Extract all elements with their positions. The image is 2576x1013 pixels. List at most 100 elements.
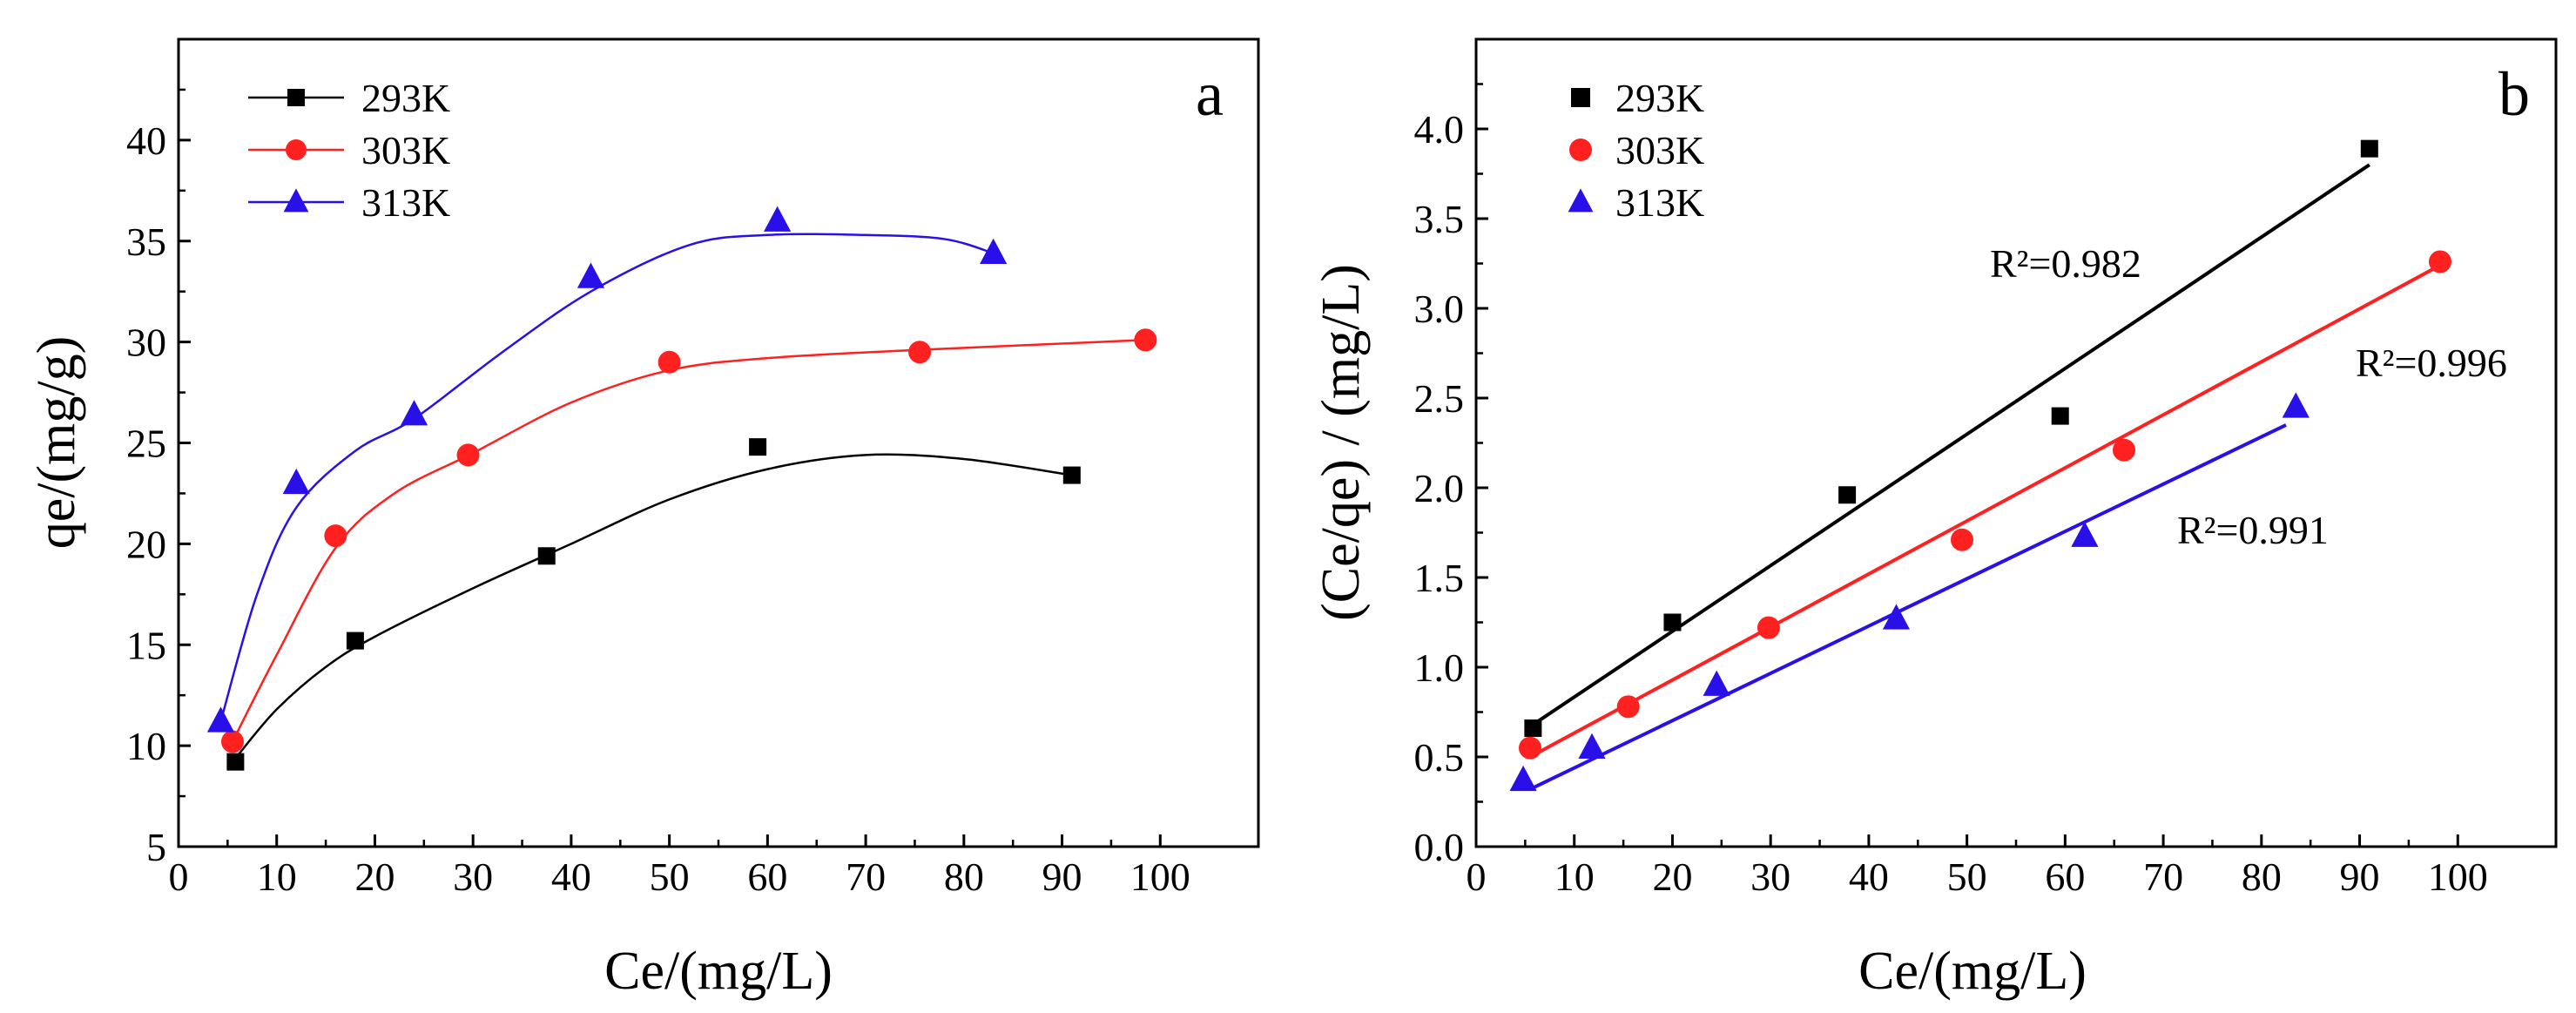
x-tick-label: 90: [2340, 854, 2380, 899]
x-tick-label: 60: [2045, 854, 2085, 899]
point-303k: [221, 730, 244, 753]
panel-b: 0 10 20 30 40 50 60 70 80 90 100 0.0 0.5 1.0 1.5 2.0 2.…: [1312, 37, 2558, 1001]
x-tick-label: 40: [551, 854, 591, 899]
panel-a-label: a: [1196, 59, 1224, 129]
r2-annotation-313k: R²=0.991: [2177, 508, 2329, 552]
x-tick-label: 20: [1652, 854, 1692, 899]
point-293k: [537, 547, 556, 565]
point-303k: [1951, 528, 1973, 551]
x-tick-label: 30: [1750, 854, 1790, 899]
point-293k: [1062, 466, 1081, 484]
legend-label-293k: 293K: [1615, 76, 1704, 120]
point-293k: [1838, 486, 1857, 504]
point-313k: [400, 400, 428, 426]
panel-b-y-axis-title: (Ce/qe) / (mg/L): [1312, 264, 1371, 621]
x-tick-label: 60: [747, 854, 787, 899]
x-tick-label: 10: [1554, 854, 1595, 899]
point-303k: [657, 350, 681, 374]
x-tick-label: 70: [846, 854, 886, 899]
legend-marker-313k: [283, 188, 309, 213]
point-293k: [1524, 719, 1542, 738]
point-313k: [1509, 765, 1537, 792]
point-303k: [1134, 328, 1157, 352]
point-313k: [2282, 392, 2310, 418]
panel-b-label: b: [2498, 59, 2530, 129]
y-tick-label: 20: [126, 522, 166, 566]
point-303k: [2428, 250, 2451, 274]
panel-a-x-axis-title: Ce/(mg/L): [604, 942, 833, 1001]
legend-marker-293k: [287, 89, 305, 106]
panel-b-data-points: [1509, 139, 2451, 792]
point-313k: [1703, 670, 1730, 696]
legend-marker-303k: [286, 139, 307, 160]
point-303k: [1519, 736, 1541, 760]
fit-303k: [1529, 263, 2441, 759]
y-tick-label: 15: [126, 623, 166, 667]
fit-293k: [1532, 163, 2370, 726]
y-tick-label: 3.0: [1414, 287, 1465, 331]
x-tick-label: 90: [1042, 854, 1082, 899]
y-tick-label: 3.5: [1414, 197, 1465, 241]
panel-a-fit-curves: [219, 233, 1146, 757]
x-tick-label: 70: [2143, 854, 2183, 899]
legend-label-303k: 303K: [1615, 128, 1704, 172]
x-tick-label: 80: [944, 854, 984, 899]
point-303k: [324, 524, 347, 548]
point-303k: [2113, 438, 2135, 462]
r2-annotation-293k: R²=0.982: [1990, 241, 2141, 286]
x-tick-label: 40: [1849, 854, 1889, 899]
panel-a-data-points: [206, 206, 1157, 771]
y-tick-label: 1.5: [1414, 556, 1465, 600]
r2-annotation-303k: R²=0.996: [2356, 341, 2507, 385]
y-tick-label: 5: [146, 825, 166, 869]
x-tick-label: 10: [257, 854, 297, 899]
point-293k: [2360, 139, 2378, 158]
y-tick-label: 40: [126, 118, 166, 163]
y-tick-label: 25: [126, 422, 166, 466]
panel-a-y-ticks: 5 10 15 20 25 30 35 40: [126, 88, 191, 869]
panel-a-x-ticks: 0 10 20 30 40 50 60 70 80 90 100: [169, 834, 1190, 899]
x-tick-label: 30: [453, 854, 493, 899]
point-293k: [749, 438, 767, 456]
point-303k: [1757, 616, 1780, 639]
point-313k: [1578, 733, 1606, 759]
legend-marker-303k: [1569, 138, 1592, 161]
point-313k: [764, 206, 792, 232]
fit-293k: [236, 453, 1073, 757]
x-tick-label: 0: [1467, 854, 1487, 899]
point-313k: [2071, 521, 2099, 547]
panel-b-fit-lines: [1529, 163, 2441, 791]
y-tick-label: 30: [126, 321, 166, 365]
point-313k: [1882, 604, 1911, 630]
legend-label-303k: 303K: [361, 128, 450, 172]
y-tick-label: 35: [126, 219, 166, 264]
point-313k: [206, 706, 235, 733]
point-313k: [577, 262, 605, 288]
x-tick-label: 50: [650, 854, 690, 899]
point-313k: [980, 238, 1008, 264]
panel-b-y-ticks: 0.0 0.5 1.0 1.5 2.0 2.5 3.0 3.5 4.0: [1414, 83, 1488, 869]
x-tick-label: 0: [169, 854, 189, 899]
point-293k: [1663, 613, 1682, 631]
legend-marker-293k: [1571, 88, 1590, 107]
fit-303k: [231, 339, 1146, 743]
y-tick-label: 10: [126, 724, 166, 768]
x-tick-label: 100: [1130, 854, 1190, 899]
y-tick-label: 4.0: [1414, 107, 1465, 152]
y-tick-label: 1.0: [1414, 645, 1465, 690]
point-293k: [2051, 407, 2069, 425]
panel-a-legend: 293K 303K 313K: [248, 76, 450, 225]
point-293k: [346, 631, 364, 650]
panel-a-y-axis-title: qe/(mg/g): [27, 336, 86, 550]
y-tick-label: 2.5: [1414, 376, 1465, 421]
point-303k: [456, 443, 480, 467]
y-tick-label: 0.5: [1414, 735, 1465, 780]
legend-marker-313k: [1568, 188, 1594, 213]
x-tick-label: 80: [2242, 854, 2282, 899]
point-293k: [226, 753, 245, 771]
panel-b-x-ticks: 0 10 20 30 40 50 60 70 80 90 100: [1467, 834, 2488, 899]
point-303k: [908, 341, 932, 364]
panel-b-legend: 293K 303K 313K: [1568, 76, 1704, 225]
